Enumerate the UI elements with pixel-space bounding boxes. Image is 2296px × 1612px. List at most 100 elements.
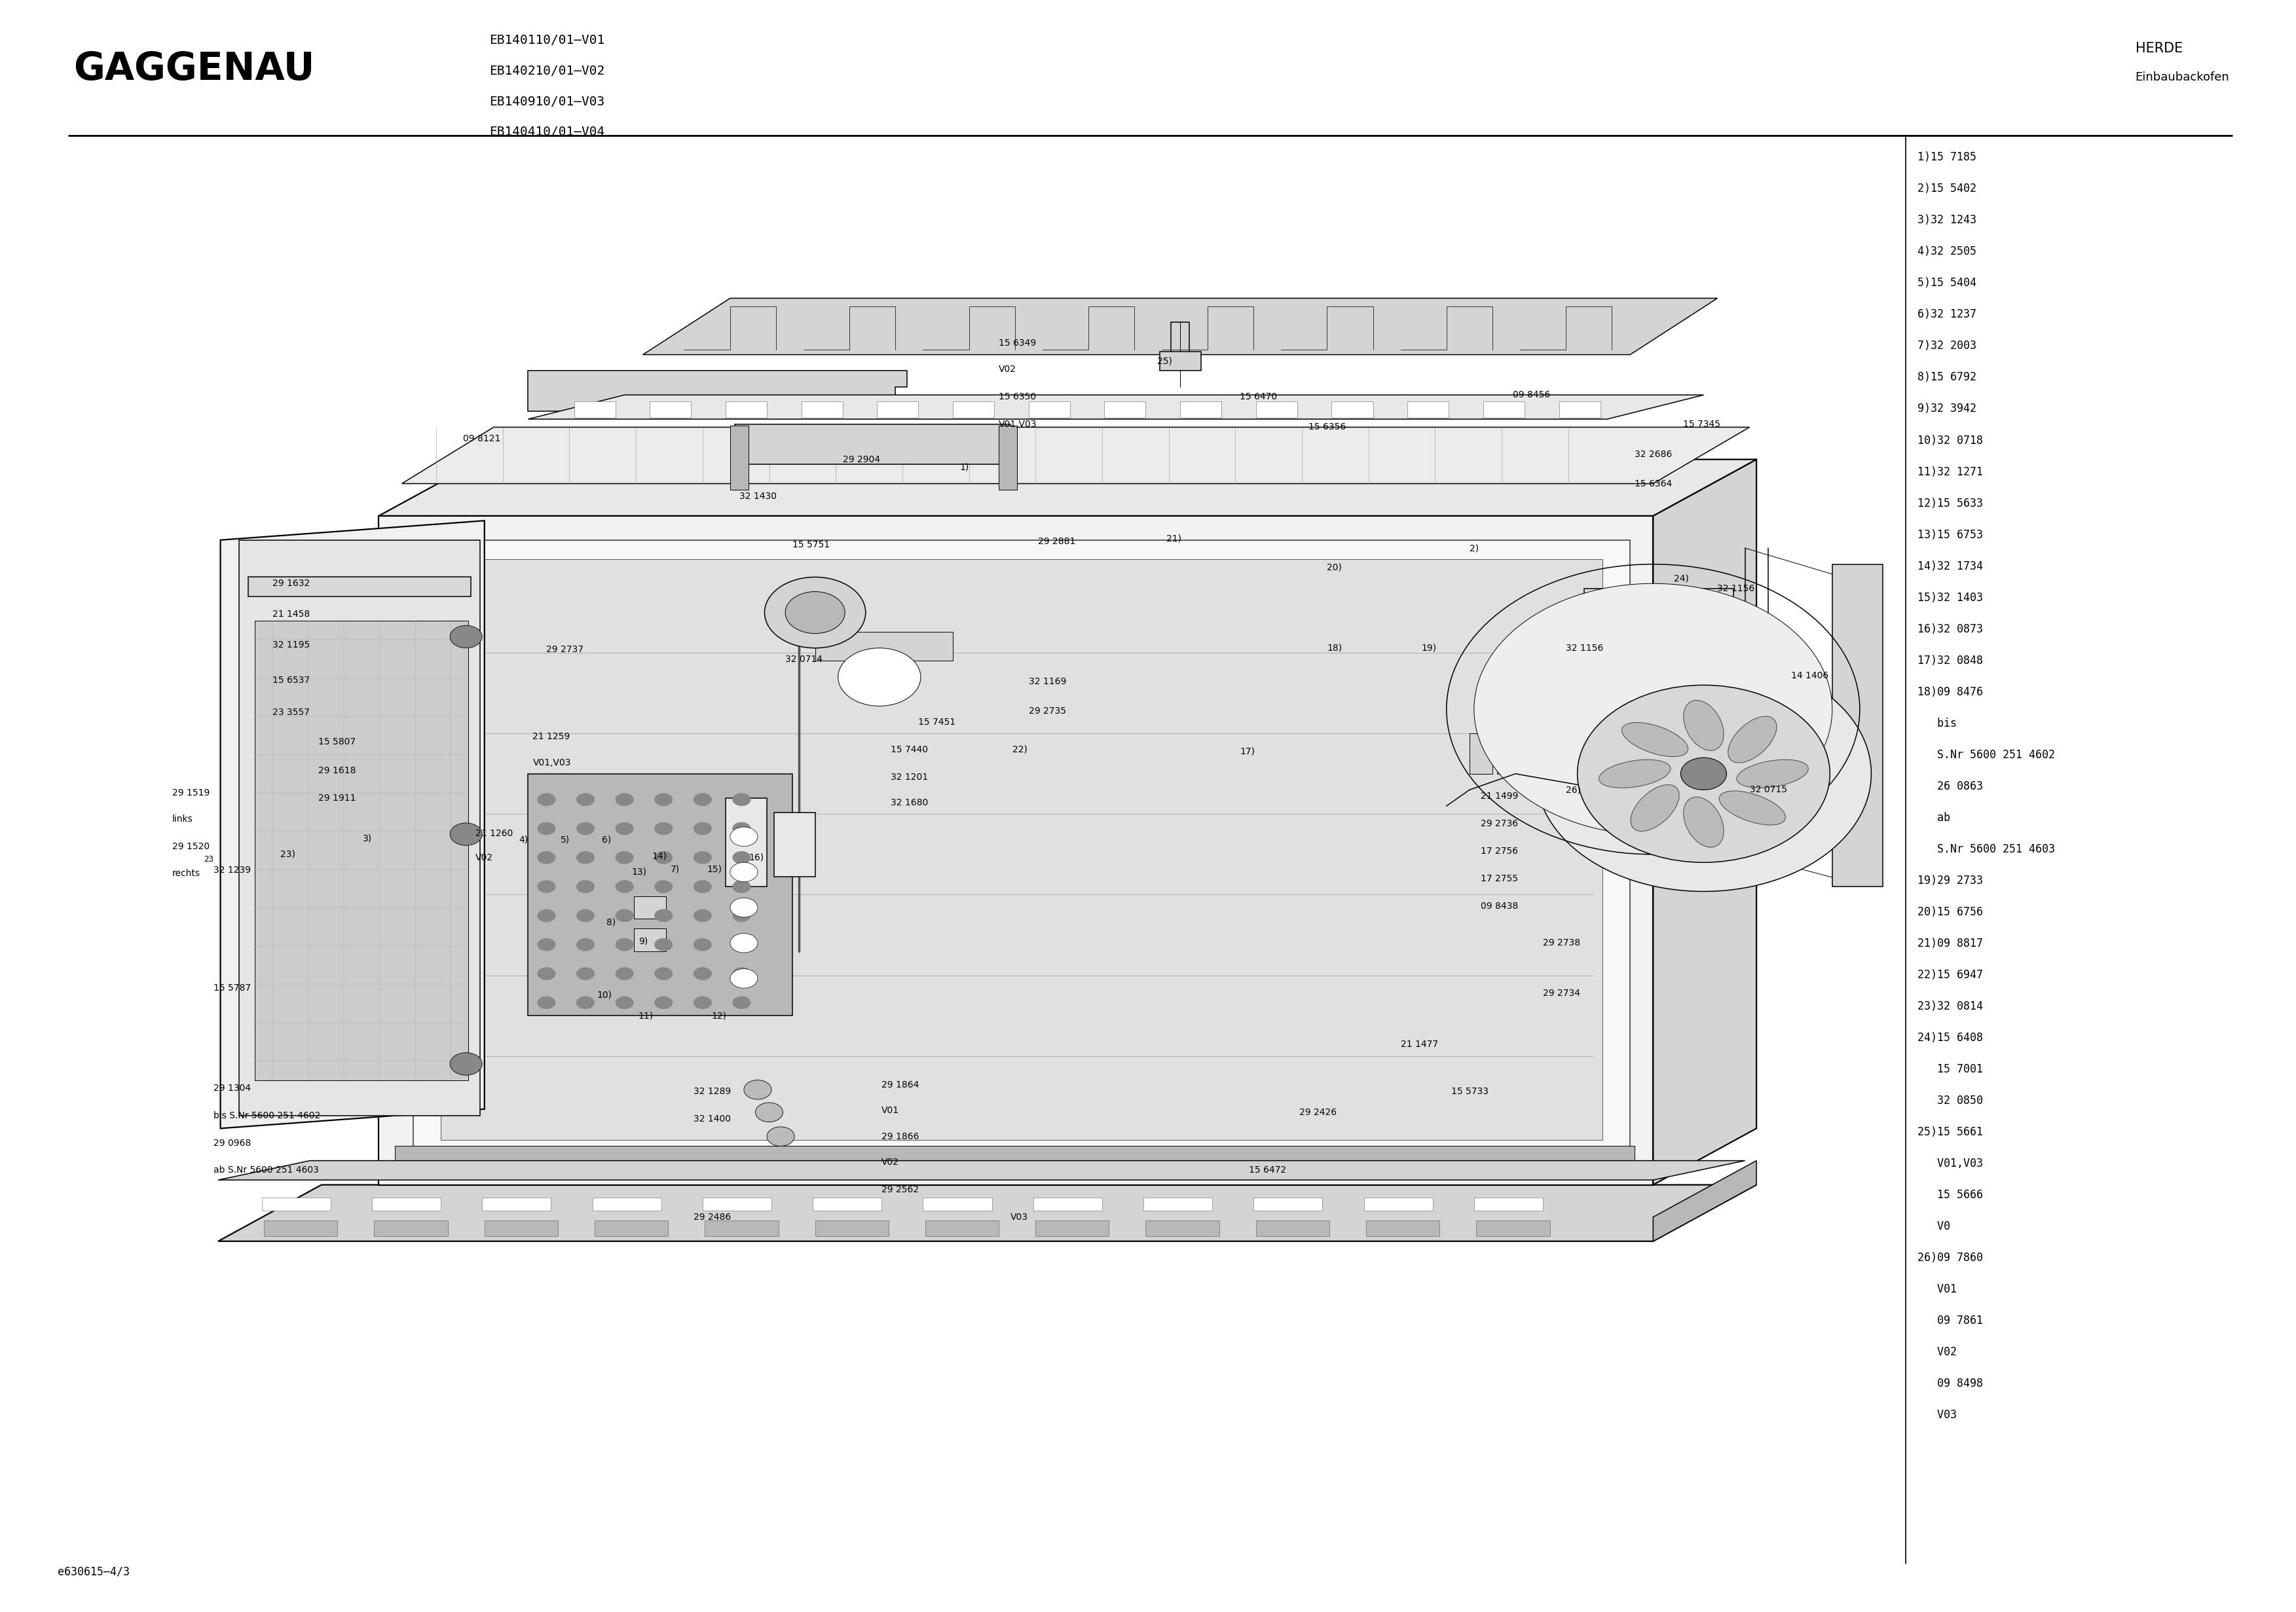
Bar — [441, 559, 1603, 1140]
Text: 23: 23 — [204, 854, 214, 864]
Text: 26): 26) — [1566, 785, 1582, 795]
Bar — [1146, 1220, 1219, 1236]
Text: S.Nr 5600 251 4603: S.Nr 5600 251 4603 — [1917, 843, 2055, 854]
Text: 15 7001: 15 7001 — [1917, 1062, 1984, 1075]
Text: bis S.Nr 5600 251 4602: bis S.Nr 5600 251 4602 — [214, 1111, 321, 1120]
Bar — [877, 401, 918, 418]
Text: V01,V03: V01,V03 — [999, 419, 1038, 429]
Bar — [482, 1198, 551, 1211]
Bar — [1256, 1220, 1329, 1236]
Circle shape — [450, 824, 482, 845]
Text: 22): 22) — [1013, 745, 1029, 754]
Circle shape — [654, 967, 673, 980]
Circle shape — [654, 880, 673, 893]
Circle shape — [615, 822, 634, 835]
Text: 5)15 5404: 5)15 5404 — [1917, 277, 1977, 289]
Text: 12): 12) — [712, 1011, 728, 1020]
Bar — [255, 621, 468, 1080]
Text: 29 1520: 29 1520 — [172, 841, 209, 851]
Circle shape — [537, 909, 556, 922]
Text: 1): 1) — [960, 463, 969, 472]
Circle shape — [576, 938, 595, 951]
Text: 15 5807: 15 5807 — [319, 737, 356, 746]
Bar — [1364, 1198, 1433, 1211]
Text: EB140410/01–V04: EB140410/01–V04 — [489, 126, 604, 139]
Circle shape — [744, 1080, 771, 1099]
Circle shape — [693, 822, 712, 835]
Polygon shape — [1653, 459, 1756, 1185]
Text: 09 8456: 09 8456 — [1513, 390, 1550, 400]
Text: 32 0714: 32 0714 — [785, 654, 822, 664]
Polygon shape — [1653, 1161, 1756, 1241]
Text: 6): 6) — [602, 835, 611, 845]
Bar — [1525, 733, 1548, 774]
Text: 10): 10) — [597, 990, 613, 999]
Text: 32 1430: 32 1430 — [739, 492, 776, 501]
Text: 32 1239: 32 1239 — [214, 866, 250, 875]
Text: 15 6470: 15 6470 — [1240, 392, 1277, 401]
Circle shape — [654, 909, 673, 922]
Text: 9)32 3942: 9)32 3942 — [1917, 403, 1977, 414]
Text: 17): 17) — [1240, 746, 1256, 756]
Bar — [595, 1220, 668, 1236]
Text: 19): 19) — [1421, 643, 1437, 653]
Text: V01: V01 — [882, 1106, 900, 1116]
Circle shape — [693, 967, 712, 980]
Text: V02: V02 — [999, 364, 1017, 374]
Circle shape — [450, 1053, 482, 1075]
Bar — [574, 401, 615, 418]
Circle shape — [732, 880, 751, 893]
Text: 17)32 0848: 17)32 0848 — [1917, 654, 1984, 666]
Text: 32 1400: 32 1400 — [693, 1114, 730, 1124]
Circle shape — [1474, 584, 1832, 835]
Circle shape — [537, 938, 556, 951]
Bar — [1033, 1198, 1102, 1211]
Circle shape — [730, 933, 758, 953]
Circle shape — [654, 793, 673, 806]
Text: 14)32 1734: 14)32 1734 — [1917, 559, 1984, 572]
Text: 11)32 1271: 11)32 1271 — [1917, 466, 1984, 477]
Text: 32 1201: 32 1201 — [891, 772, 928, 782]
Text: S.Nr 5600 251 4602: S.Nr 5600 251 4602 — [1917, 748, 2055, 761]
Text: 15 5787: 15 5787 — [214, 983, 250, 993]
Text: 8)15 6792: 8)15 6792 — [1917, 371, 1977, 384]
Text: 5): 5) — [560, 835, 569, 845]
Text: 32 1195: 32 1195 — [273, 640, 310, 650]
Bar — [239, 540, 480, 1116]
Bar — [1254, 1198, 1322, 1211]
Text: 19)29 2733: 19)29 2733 — [1917, 874, 1984, 887]
Text: 29 2738: 29 2738 — [1543, 938, 1580, 948]
Polygon shape — [528, 371, 907, 411]
Bar — [735, 424, 1010, 464]
Text: 18)09 8476: 18)09 8476 — [1917, 685, 1984, 698]
Bar — [1143, 1198, 1212, 1211]
Text: 15 6350: 15 6350 — [999, 392, 1035, 401]
Circle shape — [785, 592, 845, 634]
Text: V01: V01 — [1917, 1283, 1956, 1294]
Bar — [1035, 1220, 1109, 1236]
Bar — [1256, 401, 1297, 418]
Ellipse shape — [1720, 791, 1786, 825]
Text: 26 0863: 26 0863 — [1917, 780, 1984, 791]
Ellipse shape — [1621, 722, 1688, 756]
Ellipse shape — [1683, 796, 1724, 848]
Bar — [1483, 401, 1525, 418]
Text: 24): 24) — [1674, 574, 1690, 584]
Circle shape — [615, 938, 634, 951]
Circle shape — [615, 851, 634, 864]
Text: 09 7861: 09 7861 — [1917, 1314, 1984, 1327]
Polygon shape — [218, 1161, 1745, 1180]
Text: 21): 21) — [1166, 534, 1182, 543]
Circle shape — [1577, 685, 1830, 862]
Text: 15 6349: 15 6349 — [999, 339, 1035, 348]
Text: 7): 7) — [670, 864, 680, 874]
Text: rechts: rechts — [172, 869, 200, 879]
Circle shape — [732, 967, 751, 980]
Text: 21 1477: 21 1477 — [1401, 1040, 1437, 1049]
Text: 29 1911: 29 1911 — [319, 793, 356, 803]
Bar — [372, 1198, 441, 1211]
Bar — [726, 401, 767, 418]
Bar — [248, 577, 471, 596]
Text: 32 1289: 32 1289 — [693, 1086, 730, 1096]
Text: 8): 8) — [606, 917, 615, 927]
